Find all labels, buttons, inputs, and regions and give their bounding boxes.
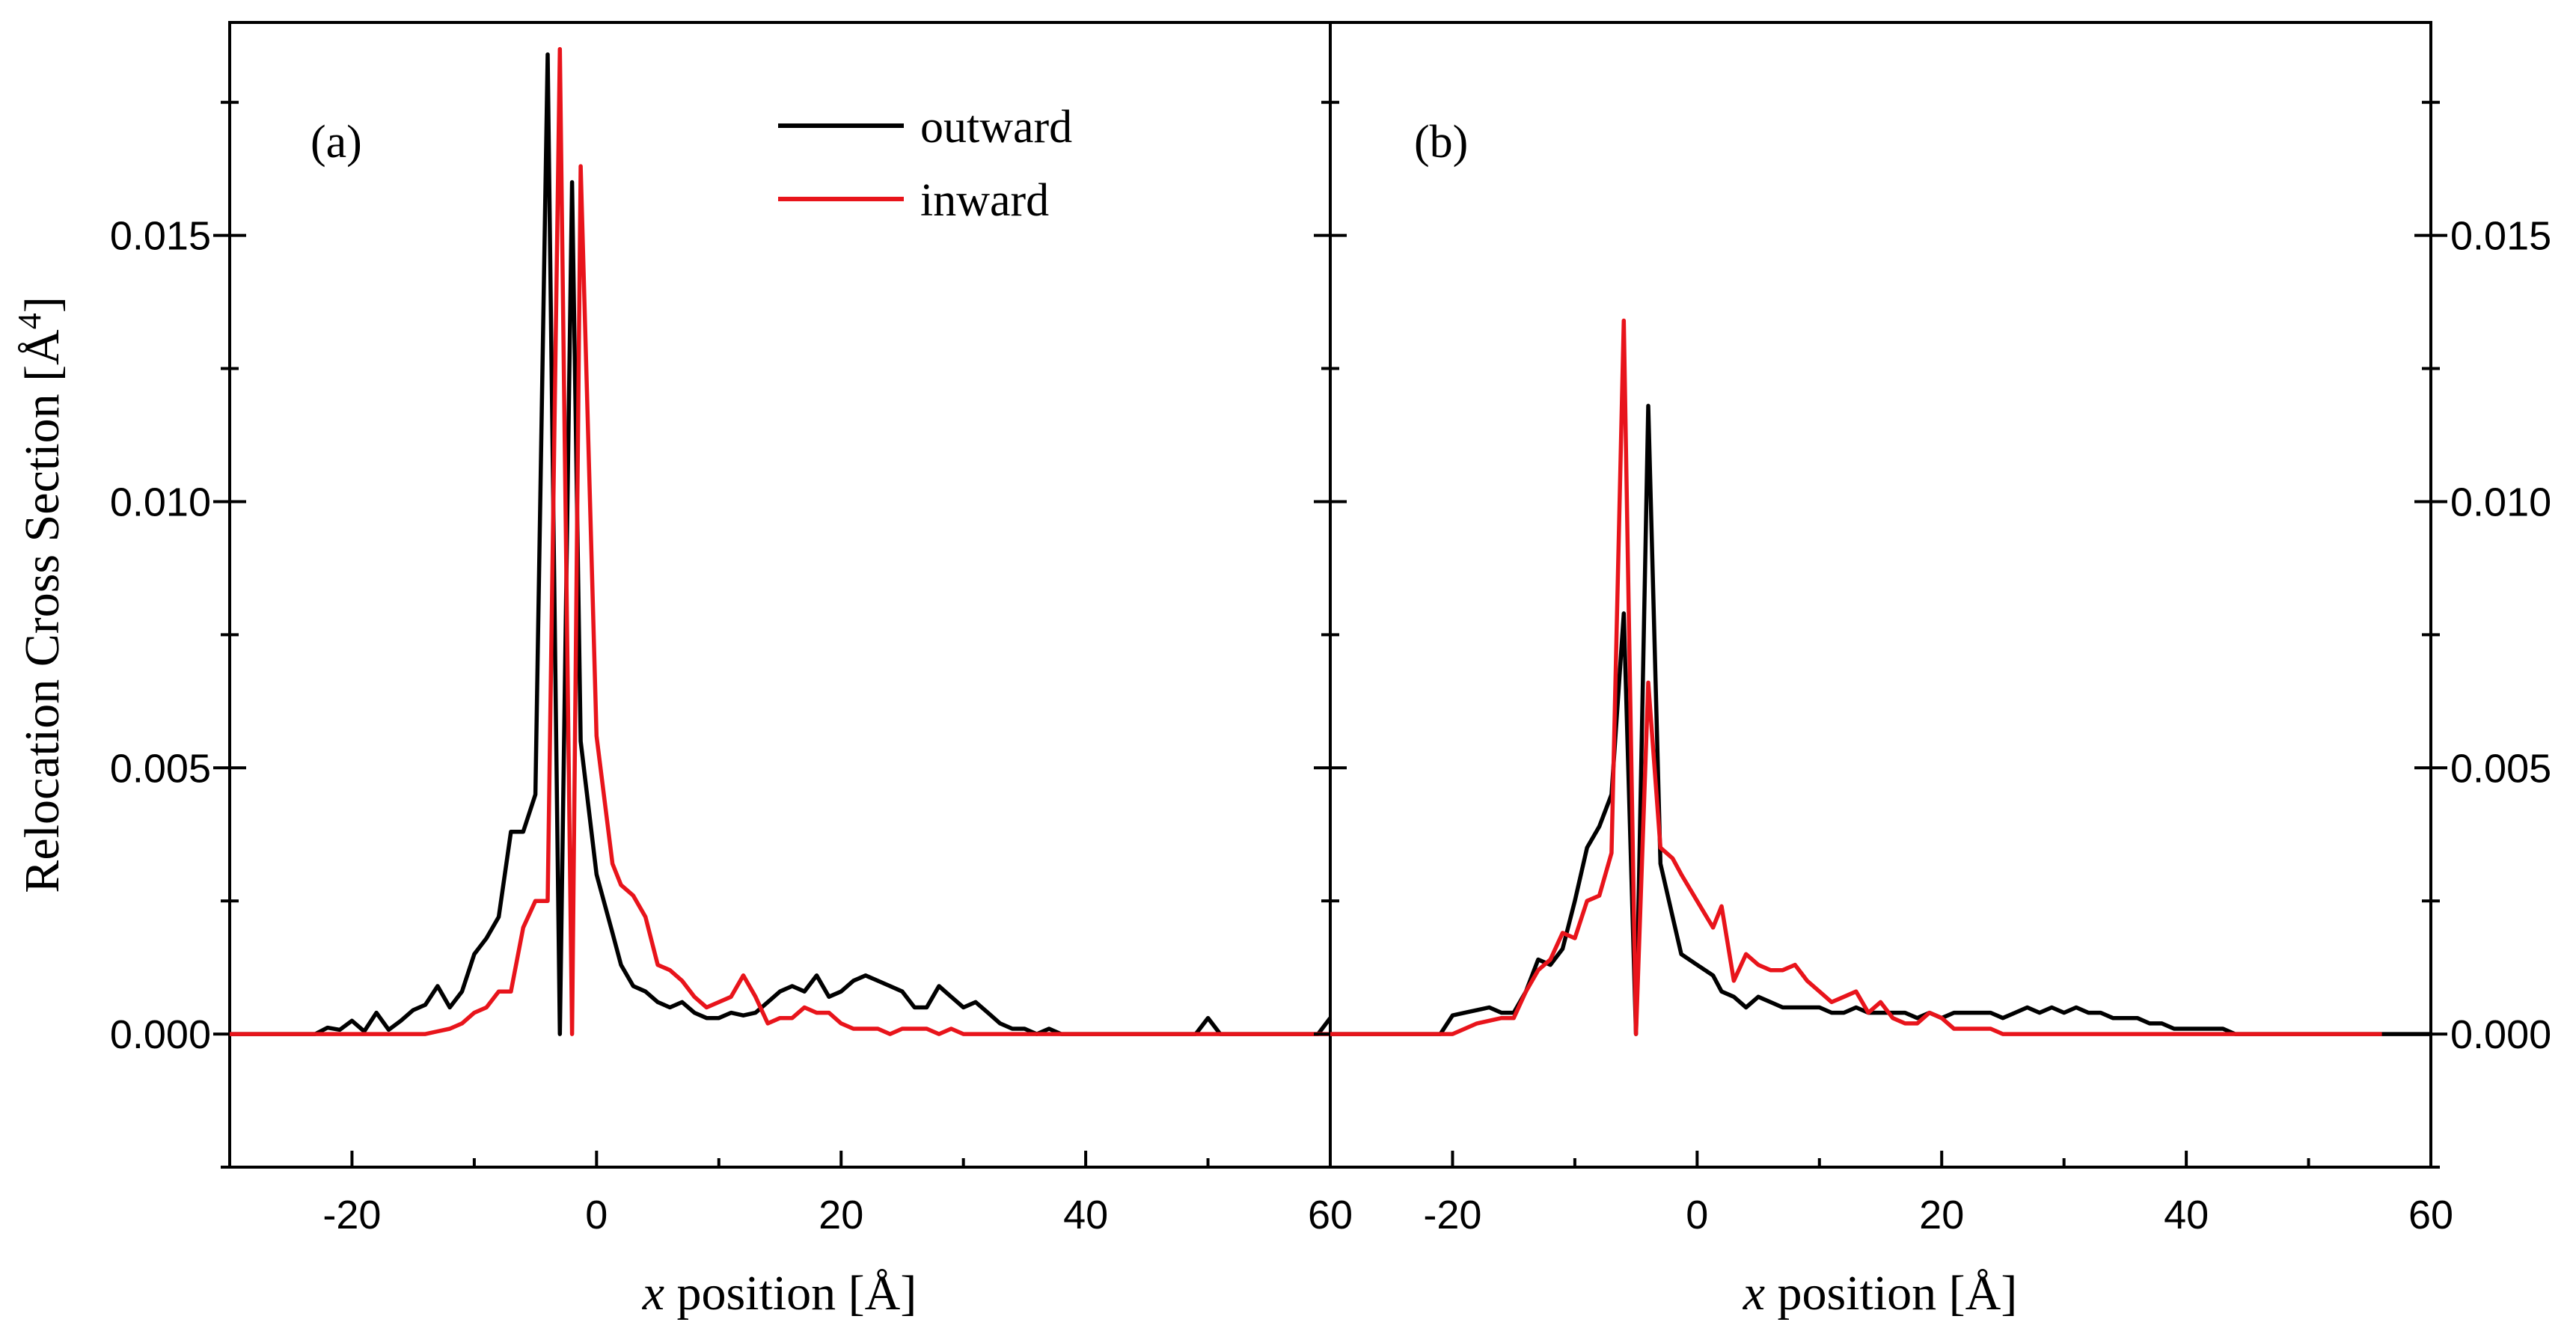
y-tick-label: 0.015 [110,214,211,259]
legend-inward-label: inward [920,175,1049,226]
x-tick-label: 20 [819,1193,863,1237]
y-tick-label: 0.015 [2450,214,2551,259]
series-inward [230,46,1330,1036]
legend-outward-label: outward [920,102,1072,153]
panel-b-ticks: -20 0 20 40 60 0.000 0.005 0.010 0.015 [1314,100,2551,1237]
panel-b-series [1330,318,2431,1036]
x-tick-label: 0 [1686,1193,1708,1237]
panel-b: -20 0 20 40 60 0.000 0.005 0.010 0.015 (b) x pos… [1314,21,2551,1321]
panel-a-frame [228,21,1332,1169]
legend: outward inward [778,102,1072,226]
panel-b-xlabel: x position [Å] [1743,1266,2018,1321]
x-tick-label: 20 [1919,1193,1964,1237]
panel-a-label: (a) [310,117,362,168]
y-tick-label: 0.000 [110,1012,211,1057]
x-tick-label: 40 [2164,1193,2209,1237]
series-inward [1330,318,2382,1036]
panel-a: -20 0 20 40 60 0.000 0.005 0.010 0.015 (a) outwa… [110,21,1353,1321]
x-tick-label: 0 [585,1193,608,1237]
y-tick-label: 0.005 [2450,746,2551,791]
series-outward [230,52,1333,1036]
y-tick-label: 0.000 [2450,1012,2551,1057]
y-axis-title: Relocation Cross Section [Å4] [11,296,70,893]
x-tick-label: 60 [2408,1193,2453,1237]
x-tick-label: 60 [1308,1193,1353,1237]
panel-a-series [230,46,1333,1036]
panel-b-frame [1329,21,2432,1169]
panel-a-xlabel: x position [Å] [642,1266,917,1321]
panel-a-ticks: -20 0 20 40 60 0.000 0.005 0.010 0.015 [110,100,1353,1237]
x-tick-label: 40 [1063,1193,1108,1237]
series-outward [1330,403,2431,1036]
x-tick-label: -20 [1423,1193,1481,1237]
panel-b-label: (b) [1414,117,1468,168]
y-tick-label: 0.010 [2450,480,2551,524]
x-tick-label: -20 [322,1193,381,1237]
y-tick-label: 0.010 [110,480,211,524]
y-tick-label: 0.005 [110,746,211,791]
